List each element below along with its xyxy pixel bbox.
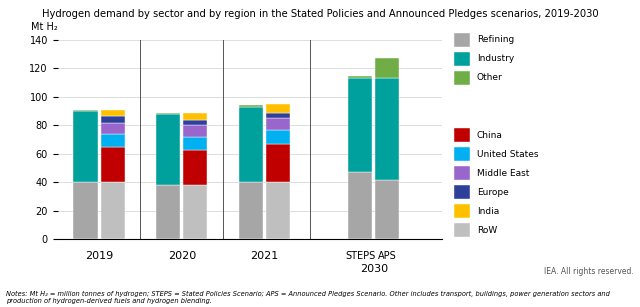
Text: Mt H₂: Mt H₂	[31, 22, 58, 32]
Text: 2021: 2021	[250, 251, 279, 261]
Bar	[375, 58, 399, 78]
Text: STEPS: STEPS	[345, 251, 376, 261]
Bar	[100, 116, 125, 122]
Bar	[183, 137, 207, 150]
Text: India: India	[477, 207, 499, 216]
Bar	[266, 113, 291, 118]
Bar	[183, 185, 207, 239]
Bar	[266, 182, 291, 239]
Text: Other: Other	[477, 73, 502, 83]
Bar	[348, 76, 372, 78]
Bar	[100, 182, 125, 239]
Bar	[239, 106, 263, 107]
Text: Hydrogen demand by sector and by region in the Stated Policies and Announced Ple: Hydrogen demand by sector and by region …	[42, 9, 598, 19]
Bar	[239, 182, 263, 239]
Bar	[183, 150, 207, 185]
Text: 2019: 2019	[85, 251, 113, 261]
Bar	[183, 120, 207, 126]
Text: RoW: RoW	[477, 226, 497, 235]
Text: Middle East: Middle East	[477, 169, 529, 178]
Text: Notes: Mt H₂ = million tonnes of hydrogen; STEPS = Stated Policies Scenario; APS: Notes: Mt H₂ = million tonnes of hydroge…	[6, 291, 611, 304]
Bar	[156, 114, 180, 185]
Bar	[348, 78, 372, 173]
Bar	[266, 104, 291, 113]
Bar	[156, 185, 180, 239]
Text: Refining: Refining	[477, 35, 514, 45]
Bar	[266, 144, 291, 182]
Bar	[74, 111, 97, 182]
Bar	[100, 111, 125, 116]
Text: United States: United States	[477, 150, 538, 159]
Text: 2020: 2020	[168, 251, 196, 261]
Bar	[348, 173, 372, 239]
Text: Industry: Industry	[477, 54, 514, 64]
Text: 2030: 2030	[360, 264, 388, 274]
Bar	[183, 126, 207, 137]
Bar	[375, 78, 399, 180]
Text: Europe: Europe	[477, 188, 509, 197]
Bar	[156, 113, 180, 114]
Text: APS: APS	[378, 251, 397, 261]
Bar	[183, 113, 207, 120]
Bar	[74, 182, 97, 239]
Text: China: China	[477, 130, 502, 140]
Bar	[74, 110, 97, 111]
Bar	[100, 122, 125, 134]
Bar	[239, 107, 263, 182]
Bar	[100, 134, 125, 147]
Bar	[100, 147, 125, 182]
Bar	[375, 180, 399, 239]
Bar	[266, 130, 291, 144]
Bar	[266, 118, 291, 130]
Text: IEA. All rights reserved.: IEA. All rights reserved.	[544, 267, 634, 276]
